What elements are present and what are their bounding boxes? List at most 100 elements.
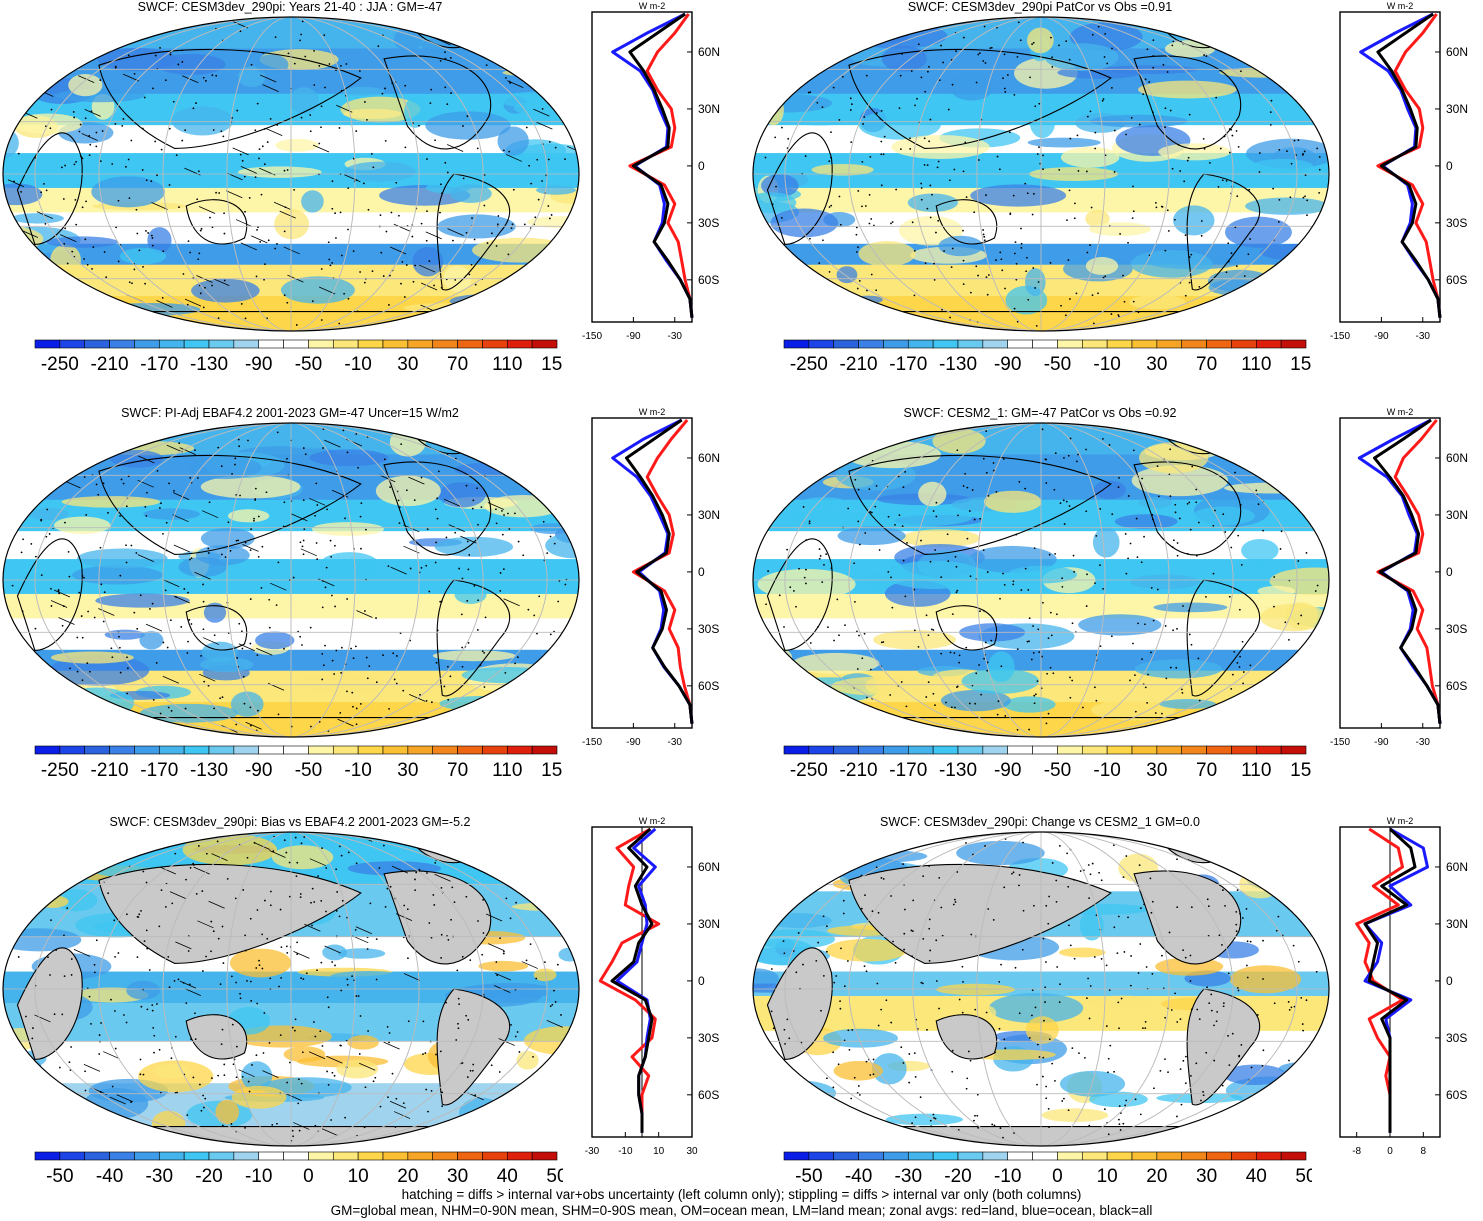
colorbar-tick-label: 70 xyxy=(447,354,468,375)
coastline xyxy=(185,199,248,245)
stipple-dot xyxy=(465,231,468,234)
stipple-dot xyxy=(953,898,956,901)
stipple-dot xyxy=(919,1096,922,1099)
map-field-blob xyxy=(221,992,287,1003)
map-field-blob xyxy=(504,706,579,733)
stipple-dot xyxy=(937,219,940,222)
stipple-dot xyxy=(254,176,257,179)
colorbar-box xyxy=(1231,1151,1257,1161)
stipple-dot xyxy=(174,852,177,855)
stipple-dot xyxy=(375,681,378,684)
stipple-dot xyxy=(1178,517,1181,520)
stipple-dot xyxy=(863,965,866,968)
stipple-dot xyxy=(1069,298,1071,300)
coastline xyxy=(383,870,492,965)
stipple-dot xyxy=(261,933,264,936)
stipple-dot xyxy=(318,65,321,67)
stipple-dot xyxy=(1077,170,1080,172)
stipple-dot xyxy=(851,103,853,106)
map-field-blob xyxy=(200,475,301,499)
hatch-line xyxy=(395,913,413,921)
stipple-dot xyxy=(955,565,958,568)
zonal-lat-label: 0 xyxy=(698,565,705,579)
stipple-dot xyxy=(923,163,926,166)
stipple-dot xyxy=(1150,651,1152,654)
colorbar-tick-label: 30 xyxy=(1146,354,1167,375)
stipple-dot xyxy=(982,229,985,231)
stipple-dot xyxy=(142,1073,145,1076)
stipple-dot xyxy=(770,968,773,970)
stipple-dot xyxy=(1316,584,1319,587)
stipple-dot xyxy=(414,264,417,267)
map-field-blob xyxy=(59,687,135,719)
map-field-blob xyxy=(1085,257,1119,275)
stipple-dot xyxy=(951,1049,954,1052)
stipple-dot xyxy=(917,43,920,46)
stipple-dot xyxy=(250,999,253,1002)
stipple-dot xyxy=(294,836,297,839)
map-field-blob xyxy=(3,928,82,952)
stipple-dot xyxy=(1195,501,1198,504)
zonal-lat-label: 0 xyxy=(1446,974,1453,988)
colorbar-box xyxy=(957,745,984,755)
coastline xyxy=(185,605,248,651)
stipple-dot xyxy=(771,203,774,206)
stipple-dot xyxy=(823,563,825,566)
stipple-dot xyxy=(25,1015,27,1018)
stipple-dot xyxy=(339,64,342,67)
stipple-dot xyxy=(1051,66,1054,68)
stipple-dot xyxy=(177,63,180,66)
stipple-dot xyxy=(783,626,785,628)
stipple-dot xyxy=(909,137,911,140)
stipple-dot xyxy=(1180,688,1183,691)
stipple-dot xyxy=(263,278,265,281)
map-field-blob xyxy=(497,126,529,156)
stipple-dot xyxy=(1236,889,1239,892)
hatch-line xyxy=(337,718,354,727)
colorbar-tick-label: 30 xyxy=(447,1166,468,1187)
stipple-dot xyxy=(1218,934,1221,937)
stipple-dot xyxy=(1024,487,1027,490)
colorbar-box xyxy=(382,339,409,349)
stipple-dot xyxy=(354,645,357,648)
hatch-line xyxy=(251,235,268,244)
hatch-line xyxy=(137,554,154,563)
stipple-dot xyxy=(1012,194,1015,197)
stipple-dot xyxy=(282,525,285,528)
longitude-line xyxy=(976,423,1106,737)
stipple-dot xyxy=(1302,1029,1305,1032)
stipple-dot xyxy=(22,538,24,541)
stipple-dot xyxy=(401,261,404,263)
stipple-dot xyxy=(1099,564,1101,567)
stipple-dot xyxy=(1156,588,1159,591)
stipple-dot xyxy=(982,60,985,62)
stipple-dot xyxy=(817,941,820,944)
stipple-dot xyxy=(480,506,483,509)
stipple-dot xyxy=(255,967,258,969)
map-field-blob xyxy=(1129,294,1186,310)
hatch-line xyxy=(235,219,253,227)
colorbar-box xyxy=(382,745,409,755)
stipple-dot xyxy=(420,567,423,569)
map-field-blob xyxy=(753,1113,828,1141)
zonal-lat-label: 30S xyxy=(698,622,719,636)
hatch-line xyxy=(418,264,436,273)
stipple-dot xyxy=(133,611,136,614)
map-field-blob xyxy=(1131,465,1229,497)
map-field-blob xyxy=(275,138,319,152)
stipple-dot xyxy=(923,137,926,140)
stipple-dot xyxy=(212,930,215,933)
colorbar: -250-210-170-130-90-50-103070110150 xyxy=(783,339,1312,375)
stipple-dot xyxy=(95,131,98,134)
stipple-dot xyxy=(502,149,505,152)
stipple-dot xyxy=(174,1035,177,1038)
stipple-dot xyxy=(839,1000,841,1003)
stipple-dot xyxy=(338,845,341,848)
stipple-dot xyxy=(34,627,37,630)
stipple-dot xyxy=(1104,275,1107,278)
stipple-dot xyxy=(857,520,860,523)
stipple-dot xyxy=(882,878,885,880)
stipple-dot xyxy=(141,169,144,171)
stipple-dot xyxy=(242,675,245,678)
